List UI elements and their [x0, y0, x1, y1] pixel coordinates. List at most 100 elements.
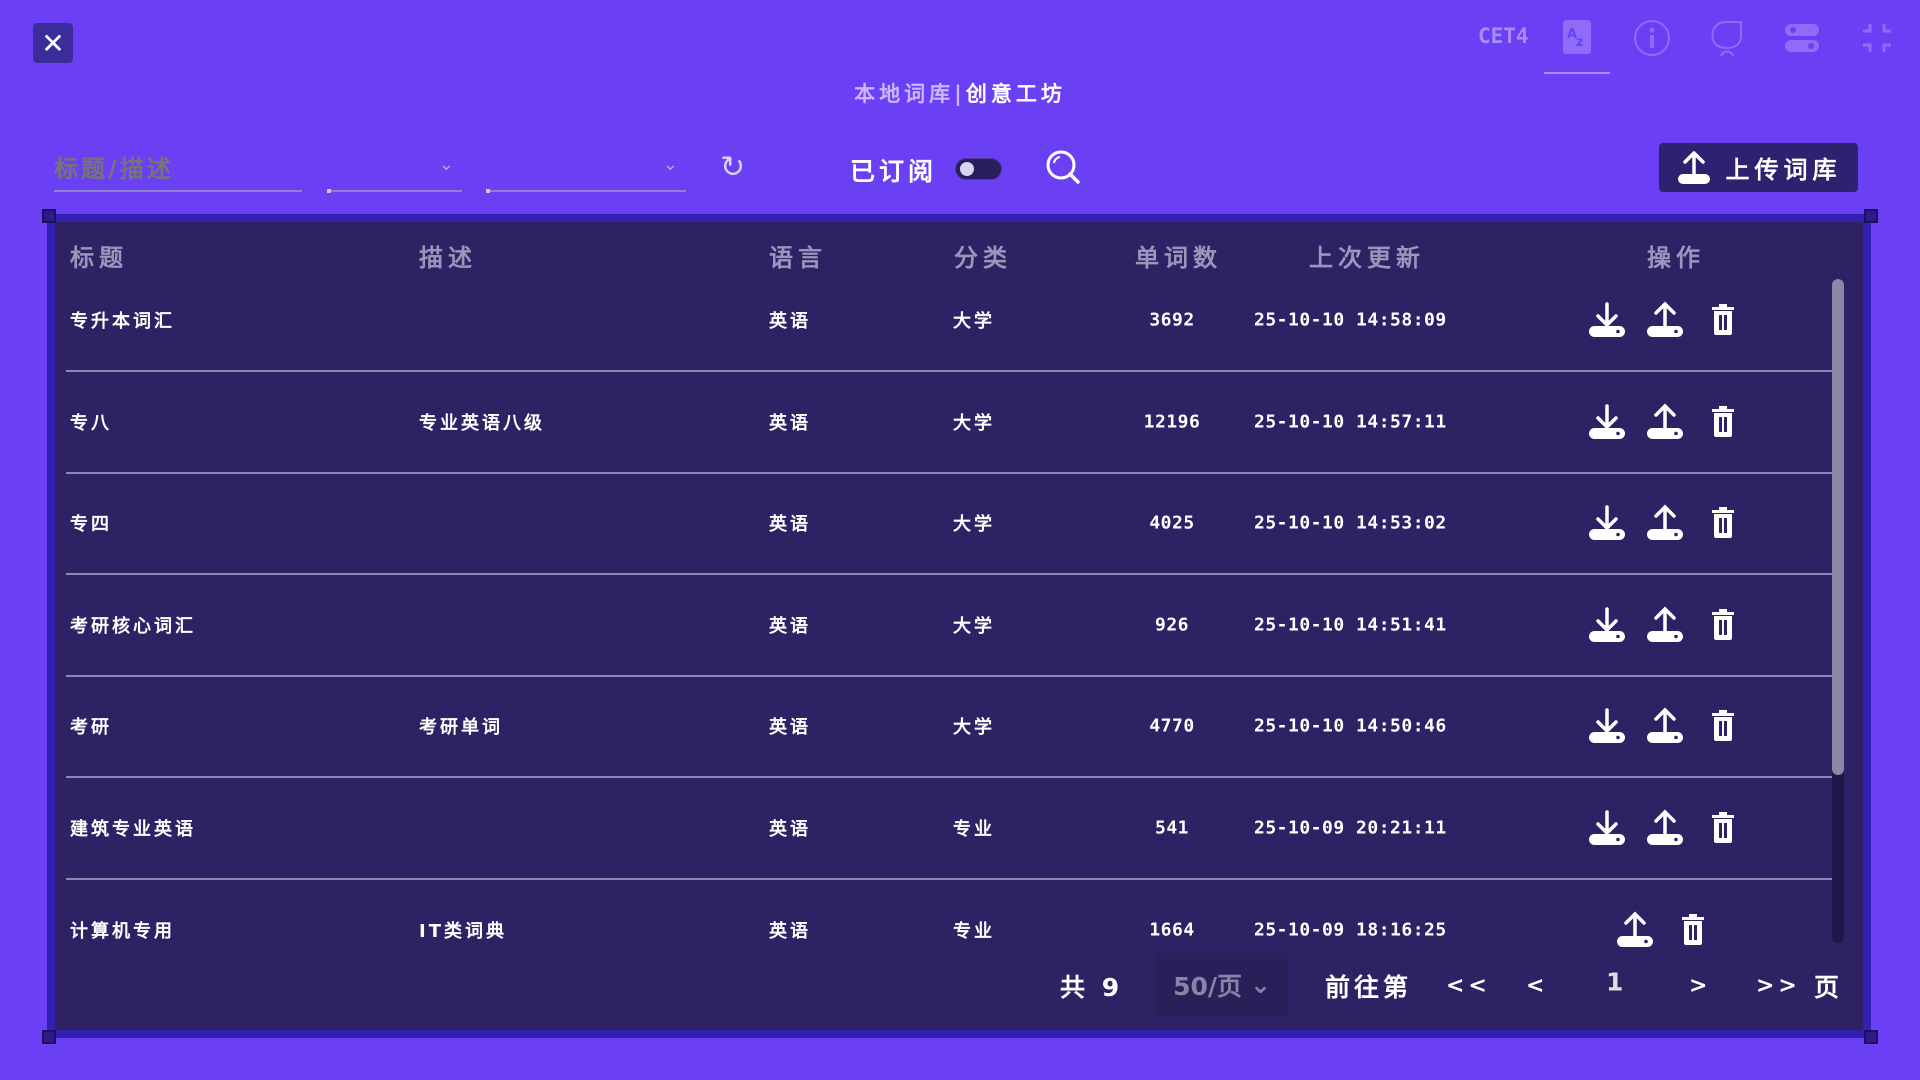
language-select[interactable]: ⌄ [327, 140, 462, 193]
download-icon[interactable] [1587, 300, 1627, 340]
refresh-icon[interactable]: ↻ [720, 150, 746, 185]
cell-last-updated: 25-10-10 14:58:09 [1254, 309, 1447, 331]
cell-language: 英语 [769, 920, 811, 942]
column-header-word-count[interactable]: 单词数 [1135, 244, 1222, 272]
subscribed-toggle[interactable] [955, 158, 1002, 180]
download-icon[interactable] [1587, 808, 1627, 848]
cell-last-updated: 25-10-10 14:57:11 [1254, 411, 1447, 433]
download-icon[interactable] [1587, 605, 1627, 645]
cell-description: 考研单词 [419, 717, 503, 739]
download-icon[interactable] [1587, 706, 1627, 746]
page-size-select[interactable]: 50/页 ⌄ [1156, 953, 1288, 1016]
cell-description: 专业英语八级 [419, 412, 545, 434]
upload-icon[interactable] [1645, 402, 1685, 442]
upload-icon[interactable] [1615, 910, 1655, 950]
first-page-button[interactable]: << [1446, 973, 1491, 999]
column-header-category[interactable]: 分类 [954, 244, 1012, 272]
cell-language: 英语 [769, 819, 811, 840]
cell-title: 专升本词汇 [70, 311, 175, 332]
cell-word-count: 12196 [1143, 411, 1201, 433]
chevron-down-icon: ⌄ [438, 154, 454, 175]
column-header-description[interactable]: 描述 [419, 244, 477, 272]
delete-icon[interactable] [1703, 808, 1743, 848]
column-header-language[interactable]: 语言 [769, 244, 827, 272]
close-button[interactable]: ✕ [33, 23, 73, 63]
cell-title: 考研核心词汇 [70, 615, 196, 637]
upload-icon[interactable] [1645, 605, 1685, 645]
delete-icon[interactable] [1703, 706, 1743, 746]
category-select[interactable]: ⌄ [486, 140, 686, 193]
search-icon[interactable] [1044, 148, 1082, 186]
page-size-value: 50/页 [1173, 971, 1242, 1001]
cell-word-count: 541 [1154, 817, 1189, 839]
last-page-button[interactable]: >> [1756, 973, 1801, 999]
cell-word-count: 3692 [1149, 309, 1195, 331]
column-header-title[interactable]: 标题 [70, 244, 128, 272]
download-icon[interactable] [1587, 402, 1627, 442]
cell-category: 大学 [953, 514, 995, 536]
delete-icon[interactable] [1703, 300, 1743, 340]
cell-category: 大学 [953, 717, 995, 739]
page-number-input[interactable]: 1 [1606, 967, 1628, 997]
settings-toggle-icon[interactable] [1782, 18, 1822, 58]
upload-library-button[interactable]: 上传词库 [1659, 143, 1858, 192]
cell-category: 大学 [953, 615, 995, 637]
upload-icon[interactable] [1645, 706, 1685, 746]
feedback-icon[interactable] [1707, 18, 1747, 58]
panel-corner [1864, 1030, 1878, 1044]
row-divider [66, 573, 1832, 576]
current-book-label[interactable]: CET4 [1478, 24, 1529, 48]
delete-icon[interactable] [1703, 605, 1743, 645]
chevron-down-icon: ⌄ [1249, 970, 1271, 999]
cell-language: 英语 [769, 615, 811, 637]
cell-last-updated: 25-10-10 14:50:46 [1254, 715, 1447, 737]
collapse-icon[interactable] [1857, 18, 1897, 58]
panel-corner [42, 209, 56, 223]
svg-text:A: A [1567, 27, 1577, 42]
panel-corner [1864, 209, 1878, 223]
row-divider [66, 878, 1832, 880]
upload-icon[interactable] [1645, 808, 1685, 848]
upload-library-label: 上传词库 [1725, 156, 1842, 184]
library-table-panel [47, 214, 1871, 1038]
scrollbar-thumb[interactable] [1832, 279, 1844, 775]
download-icon[interactable] [1587, 503, 1627, 543]
panel-corner [42, 1030, 56, 1044]
upload-icon[interactable] [1645, 503, 1685, 543]
delete-icon[interactable] [1673, 910, 1713, 950]
cell-language: 英语 [769, 514, 811, 536]
delete-icon[interactable] [1703, 503, 1743, 543]
prev-page-button[interactable]: < [1526, 973, 1549, 999]
row-divider [66, 471, 1832, 474]
cell-language: 英语 [769, 717, 811, 739]
cell-title: 专八 [70, 412, 112, 434]
cell-category: 专业 [953, 819, 995, 840]
delete-icon[interactable] [1703, 402, 1743, 442]
tab-workshop[interactable]: 创意工坊 [965, 82, 1066, 106]
column-header-actions: 操作 [1647, 244, 1705, 272]
upload-icon[interactable] [1645, 300, 1685, 340]
info-icon[interactable] [1632, 18, 1672, 58]
cell-category: 大学 [953, 412, 995, 434]
cell-word-count: 4025 [1149, 512, 1195, 534]
tab-local-library[interactable]: 本地词库 [854, 82, 955, 106]
subscribed-label: 已订阅 [850, 157, 938, 186]
next-page-button[interactable]: > [1689, 973, 1712, 999]
svg-text:z: z [1576, 35, 1584, 50]
title-separator: | [954, 82, 966, 106]
total-count: 共 9 [1060, 973, 1124, 1002]
search-input[interactable] [54, 140, 302, 192]
cell-word-count: 926 [1154, 614, 1189, 636]
cell-title: 计算机专用 [70, 920, 175, 942]
cell-language: 英语 [769, 311, 811, 332]
column-header-last-updated[interactable]: 上次更新 [1309, 244, 1425, 272]
cell-language: 英语 [769, 412, 811, 434]
close-icon: ✕ [41, 26, 65, 60]
upload-icon [1677, 150, 1710, 184]
cell-last-updated: 25-10-10 14:51:41 [1254, 614, 1447, 636]
page-title: 本地词库|创意工坊 [0, 78, 1920, 108]
cell-category: 专业 [953, 920, 995, 942]
row-divider [66, 776, 1832, 779]
dictionary-icon[interactable]: Az [1557, 18, 1597, 58]
cell-last-updated: 25-10-09 18:16:25 [1254, 919, 1447, 941]
